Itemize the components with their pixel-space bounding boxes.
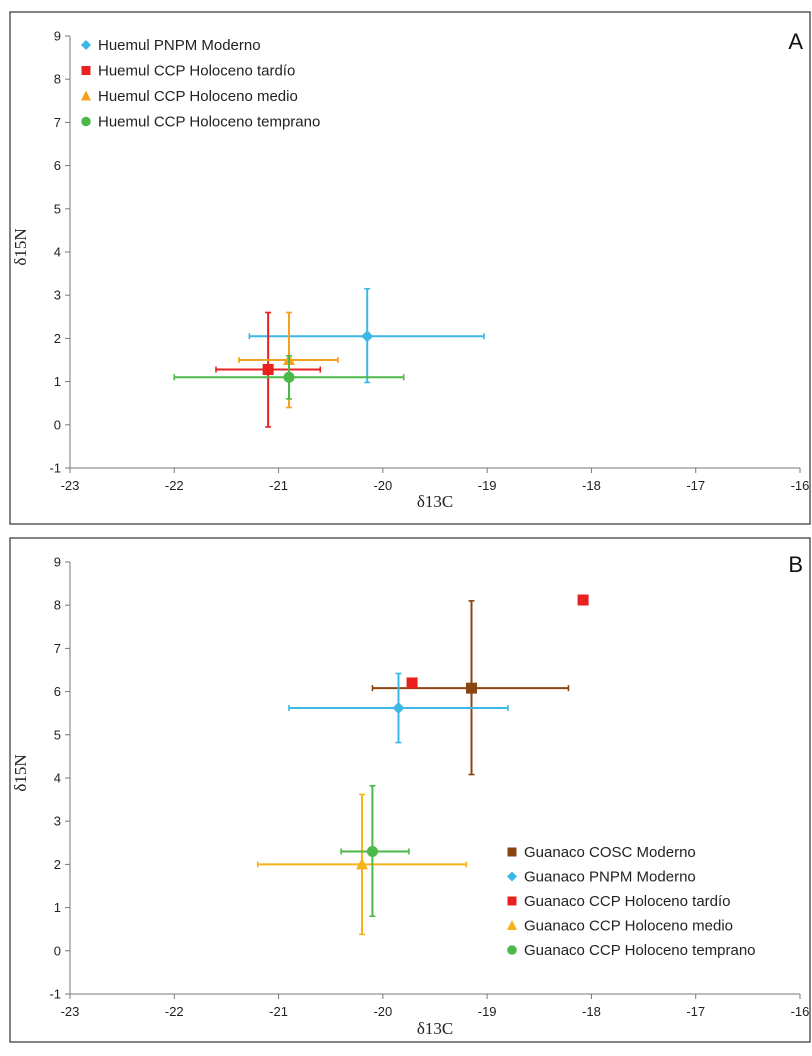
- x-tick-label: -17: [686, 1004, 705, 1019]
- data-point: [366, 845, 378, 857]
- y-tick-label: 4: [54, 245, 61, 260]
- legend: Guanaco COSC Moderno Guanaco PNPM Moderno…: [507, 844, 756, 959]
- legend-symbol: [507, 871, 517, 882]
- legend-symbol: [507, 920, 517, 930]
- legend: Huemul PNPM Moderno Huemul CCP Holoceno t…: [81, 37, 320, 131]
- legend-symbol: [81, 90, 91, 101]
- y-tick-label: 8: [54, 72, 61, 87]
- series: [371, 600, 570, 776]
- y-tick-label: 6: [54, 158, 61, 173]
- y-axis-label: δ15N: [11, 754, 30, 791]
- y-tick-label: 5: [54, 727, 61, 742]
- y-tick-label: 0: [54, 943, 61, 958]
- y-tick-label: 4: [54, 771, 61, 786]
- legend-entry: Guanaco CCP Holoceno medio: [524, 918, 733, 935]
- x-tick-label: -16: [791, 1004, 810, 1019]
- data-point: [361, 330, 374, 343]
- y-tick-label: 7: [54, 115, 61, 130]
- legend-entry: Guanaco CCP Holoceno temprano: [524, 942, 756, 959]
- legend-entry: Huemul PNPM Moderno: [98, 37, 261, 54]
- series: [406, 594, 589, 689]
- x-axis-label: δ13C: [417, 1019, 453, 1038]
- x-tick-label: -22: [165, 478, 184, 493]
- y-tick-label: 2: [54, 857, 61, 872]
- y-tick-label: 7: [54, 641, 61, 656]
- y-tick-label: 9: [54, 29, 61, 44]
- x-tick-label: -18: [582, 478, 601, 493]
- series: [288, 672, 509, 744]
- data-point: [283, 371, 295, 383]
- y-tick-label: 6: [54, 684, 61, 699]
- legend-symbol: [81, 66, 91, 75]
- series: [340, 784, 410, 918]
- legend-entry: Huemul CCP Holoceno tardío: [98, 63, 295, 80]
- data-point: [392, 702, 405, 715]
- x-axis-label: δ13C: [417, 492, 453, 511]
- panel-frame: [9, 11, 811, 525]
- x-tick-label: -21: [269, 478, 288, 493]
- legend-entry: Guanaco COSC Moderno: [524, 844, 696, 861]
- x-tick-label: -23: [61, 478, 80, 493]
- x-tick-label: -20: [373, 1004, 392, 1019]
- y-tick-label: -1: [49, 987, 61, 1002]
- series: [173, 354, 405, 400]
- data-point: [466, 682, 477, 694]
- y-tick-label: 0: [54, 417, 61, 432]
- data-point: [577, 594, 589, 606]
- panel-label: B: [788, 552, 803, 577]
- legend-symbol: [507, 847, 517, 857]
- data-point: [262, 364, 274, 376]
- y-tick-label: 5: [54, 201, 61, 216]
- legend-entry: Guanaco PNPM Moderno: [524, 869, 696, 886]
- legend-entry: Huemul CCP Holoceno temprano: [98, 114, 320, 131]
- x-tick-label: -22: [165, 1004, 184, 1019]
- y-tick-label: 3: [54, 814, 61, 829]
- series: [215, 311, 322, 428]
- x-tick-label: -16: [791, 478, 810, 493]
- legend-symbol: [507, 896, 517, 906]
- y-tick-label: 3: [54, 288, 61, 303]
- series: [248, 287, 485, 384]
- x-tick-label: -23: [61, 1004, 80, 1019]
- panel-frame: [9, 537, 811, 1043]
- panel-label: A: [788, 29, 803, 54]
- data-point: [356, 857, 368, 870]
- legend-entry: Guanaco CCP Holoceno tardío: [524, 893, 731, 910]
- panel-a: -1 0 1 2 3 4 5 6 7 8 9 -23 -22 -21 -20 -19 -18 -17 -16 δ13C…: [9, 11, 811, 525]
- x-tick-label: -18: [582, 1004, 601, 1019]
- y-tick-label: 8: [54, 598, 61, 613]
- y-tick-label: 1: [54, 374, 61, 389]
- y-tick-label: 2: [54, 331, 61, 346]
- y-tick-label: 1: [54, 900, 61, 915]
- legend-symbol: [81, 116, 91, 127]
- x-tick-label: -19: [478, 1004, 497, 1019]
- legend-symbol: [81, 40, 91, 50]
- data-point: [406, 677, 418, 689]
- x-tick-label: -17: [686, 478, 705, 493]
- y-tick-label: 9: [54, 555, 61, 570]
- x-tick-label: -20: [373, 478, 392, 493]
- y-tick-label: -1: [49, 461, 61, 476]
- series: [256, 793, 468, 936]
- legend-entry: Huemul CCP Holoceno medio: [98, 88, 298, 105]
- x-tick-label: -21: [269, 1004, 288, 1019]
- x-tick-label: -19: [478, 478, 497, 493]
- y-axis-label: δ15N: [11, 228, 30, 265]
- panel-b: -1 0 1 2 3 4 5 6 7 8 9 -23 -22 -21 -20 -19 -18 -17 -16 δ13C…: [9, 537, 811, 1043]
- legend-symbol: [507, 945, 517, 955]
